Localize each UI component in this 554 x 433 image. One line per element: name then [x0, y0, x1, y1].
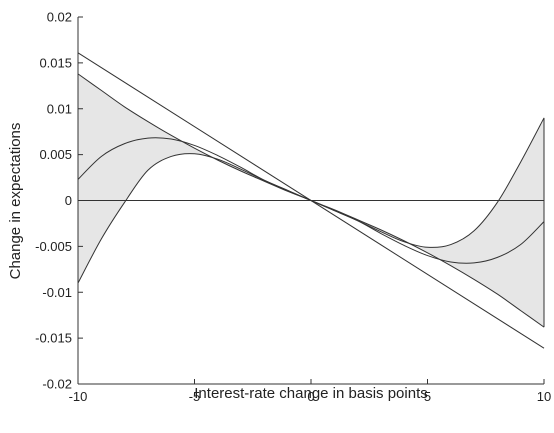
y-tick-label: 0 [65, 193, 72, 208]
y-tick-label: -0.01 [42, 285, 72, 300]
y-tick-label: 0.015 [39, 55, 72, 70]
x-tick-label: -5 [189, 389, 201, 404]
x-tick-label: -10 [69, 389, 88, 404]
plot-area [77, 52, 545, 349]
y-tick-label: -0.015 [35, 331, 72, 346]
x-tick-label: 0 [307, 389, 314, 404]
x-tick-label: 5 [424, 389, 431, 404]
y-axis-title: Change in expectations [7, 123, 24, 280]
x-axis-title: Interest-rate change in basis points [194, 385, 427, 402]
tick-labels: 0.02 0.015 0.01 0.005 0 -0.005 -0.01 -0.015 -0.0… [35, 10, 551, 405]
y-tick-label: -0.02 [42, 377, 72, 392]
axes [77, 16, 545, 385]
series-line-lower-band [77, 153, 545, 328]
y-tick-label: 0.01 [47, 101, 72, 116]
y-tick-label: -0.005 [35, 239, 72, 254]
x-tick-label: 10 [537, 389, 551, 404]
y-tick-label: 0.02 [47, 10, 72, 25]
y-tick-label: 0.005 [39, 147, 72, 162]
